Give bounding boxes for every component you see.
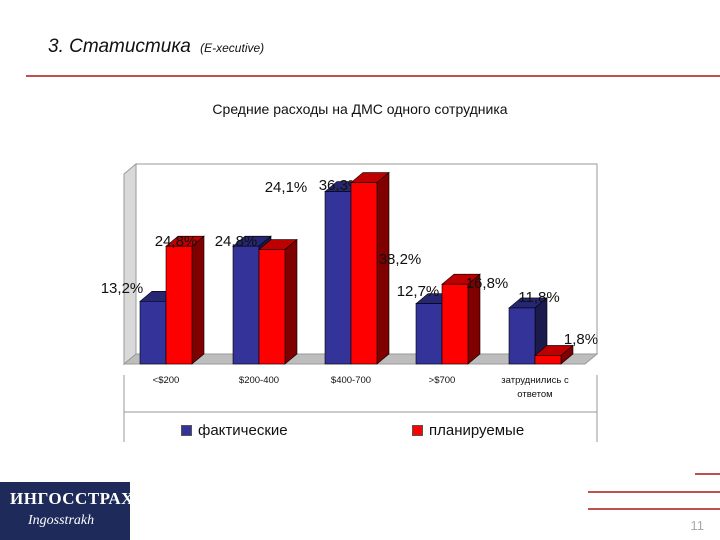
bar	[508, 307, 536, 365]
x-tick-label: <$200	[153, 375, 180, 386]
x-tick-label: $200-400	[239, 375, 279, 386]
footer-divider	[695, 473, 720, 475]
logo-text-en: Ingosstrakh	[28, 513, 95, 528]
data-label: 38,2%	[379, 251, 422, 268]
legend-swatch-actual	[181, 425, 192, 436]
legend-label-planned: планируемые	[429, 422, 525, 439]
bar-side	[376, 171, 390, 365]
bar	[441, 283, 469, 365]
legend-item-planned: планируемые	[412, 422, 524, 439]
data-label: 24,8%	[155, 233, 198, 250]
data-label: 13,2%	[101, 280, 144, 297]
bar-side	[191, 235, 205, 365]
company-logo: ИНГОССТРАХ Ingosstrakh	[0, 482, 133, 540]
chart-title: Средние расходы на ДМС одного сотрудника	[212, 101, 508, 117]
x-tick-label: >$700	[429, 375, 456, 386]
data-label: 1,8%	[564, 331, 598, 348]
title-divider	[26, 75, 720, 77]
bar	[258, 249, 286, 365]
bar-side	[284, 238, 298, 365]
legend-swatch-planned	[412, 425, 423, 436]
footer-divider	[588, 508, 720, 510]
x-tick-label: затруднились с	[501, 375, 569, 386]
logo-text-ru: ИНГОССТРАХ	[10, 489, 134, 508]
footer-divider	[588, 491, 720, 493]
chart-side-wall	[123, 162, 137, 366]
bar	[165, 245, 193, 365]
slide-title-text: 3. Статистика	[48, 36, 191, 57]
bar	[232, 245, 260, 365]
bar	[350, 182, 378, 365]
data-label: 36,3%	[319, 177, 362, 194]
bar	[534, 355, 562, 365]
x-tick-label: $400-700	[331, 375, 371, 386]
data-label: 11,8%	[518, 289, 559, 306]
slide-title-suffix: (E-xecutive)	[200, 41, 265, 55]
data-label: 12,7%	[397, 283, 440, 300]
legend-label-actual: фактические	[198, 422, 288, 439]
bar	[324, 191, 352, 365]
slide-title: 3. Статистика (E-xecutive)	[48, 36, 264, 58]
bar	[415, 303, 443, 365]
bar	[139, 300, 167, 365]
legend-item-actual: фактические	[181, 422, 288, 439]
data-label: 16,8%	[466, 275, 509, 292]
x-tick-label: ответом	[517, 389, 552, 400]
data-label: 24,8%	[215, 233, 258, 250]
data-label: 24,1%	[265, 179, 308, 196]
page-number: 11	[690, 518, 705, 533]
